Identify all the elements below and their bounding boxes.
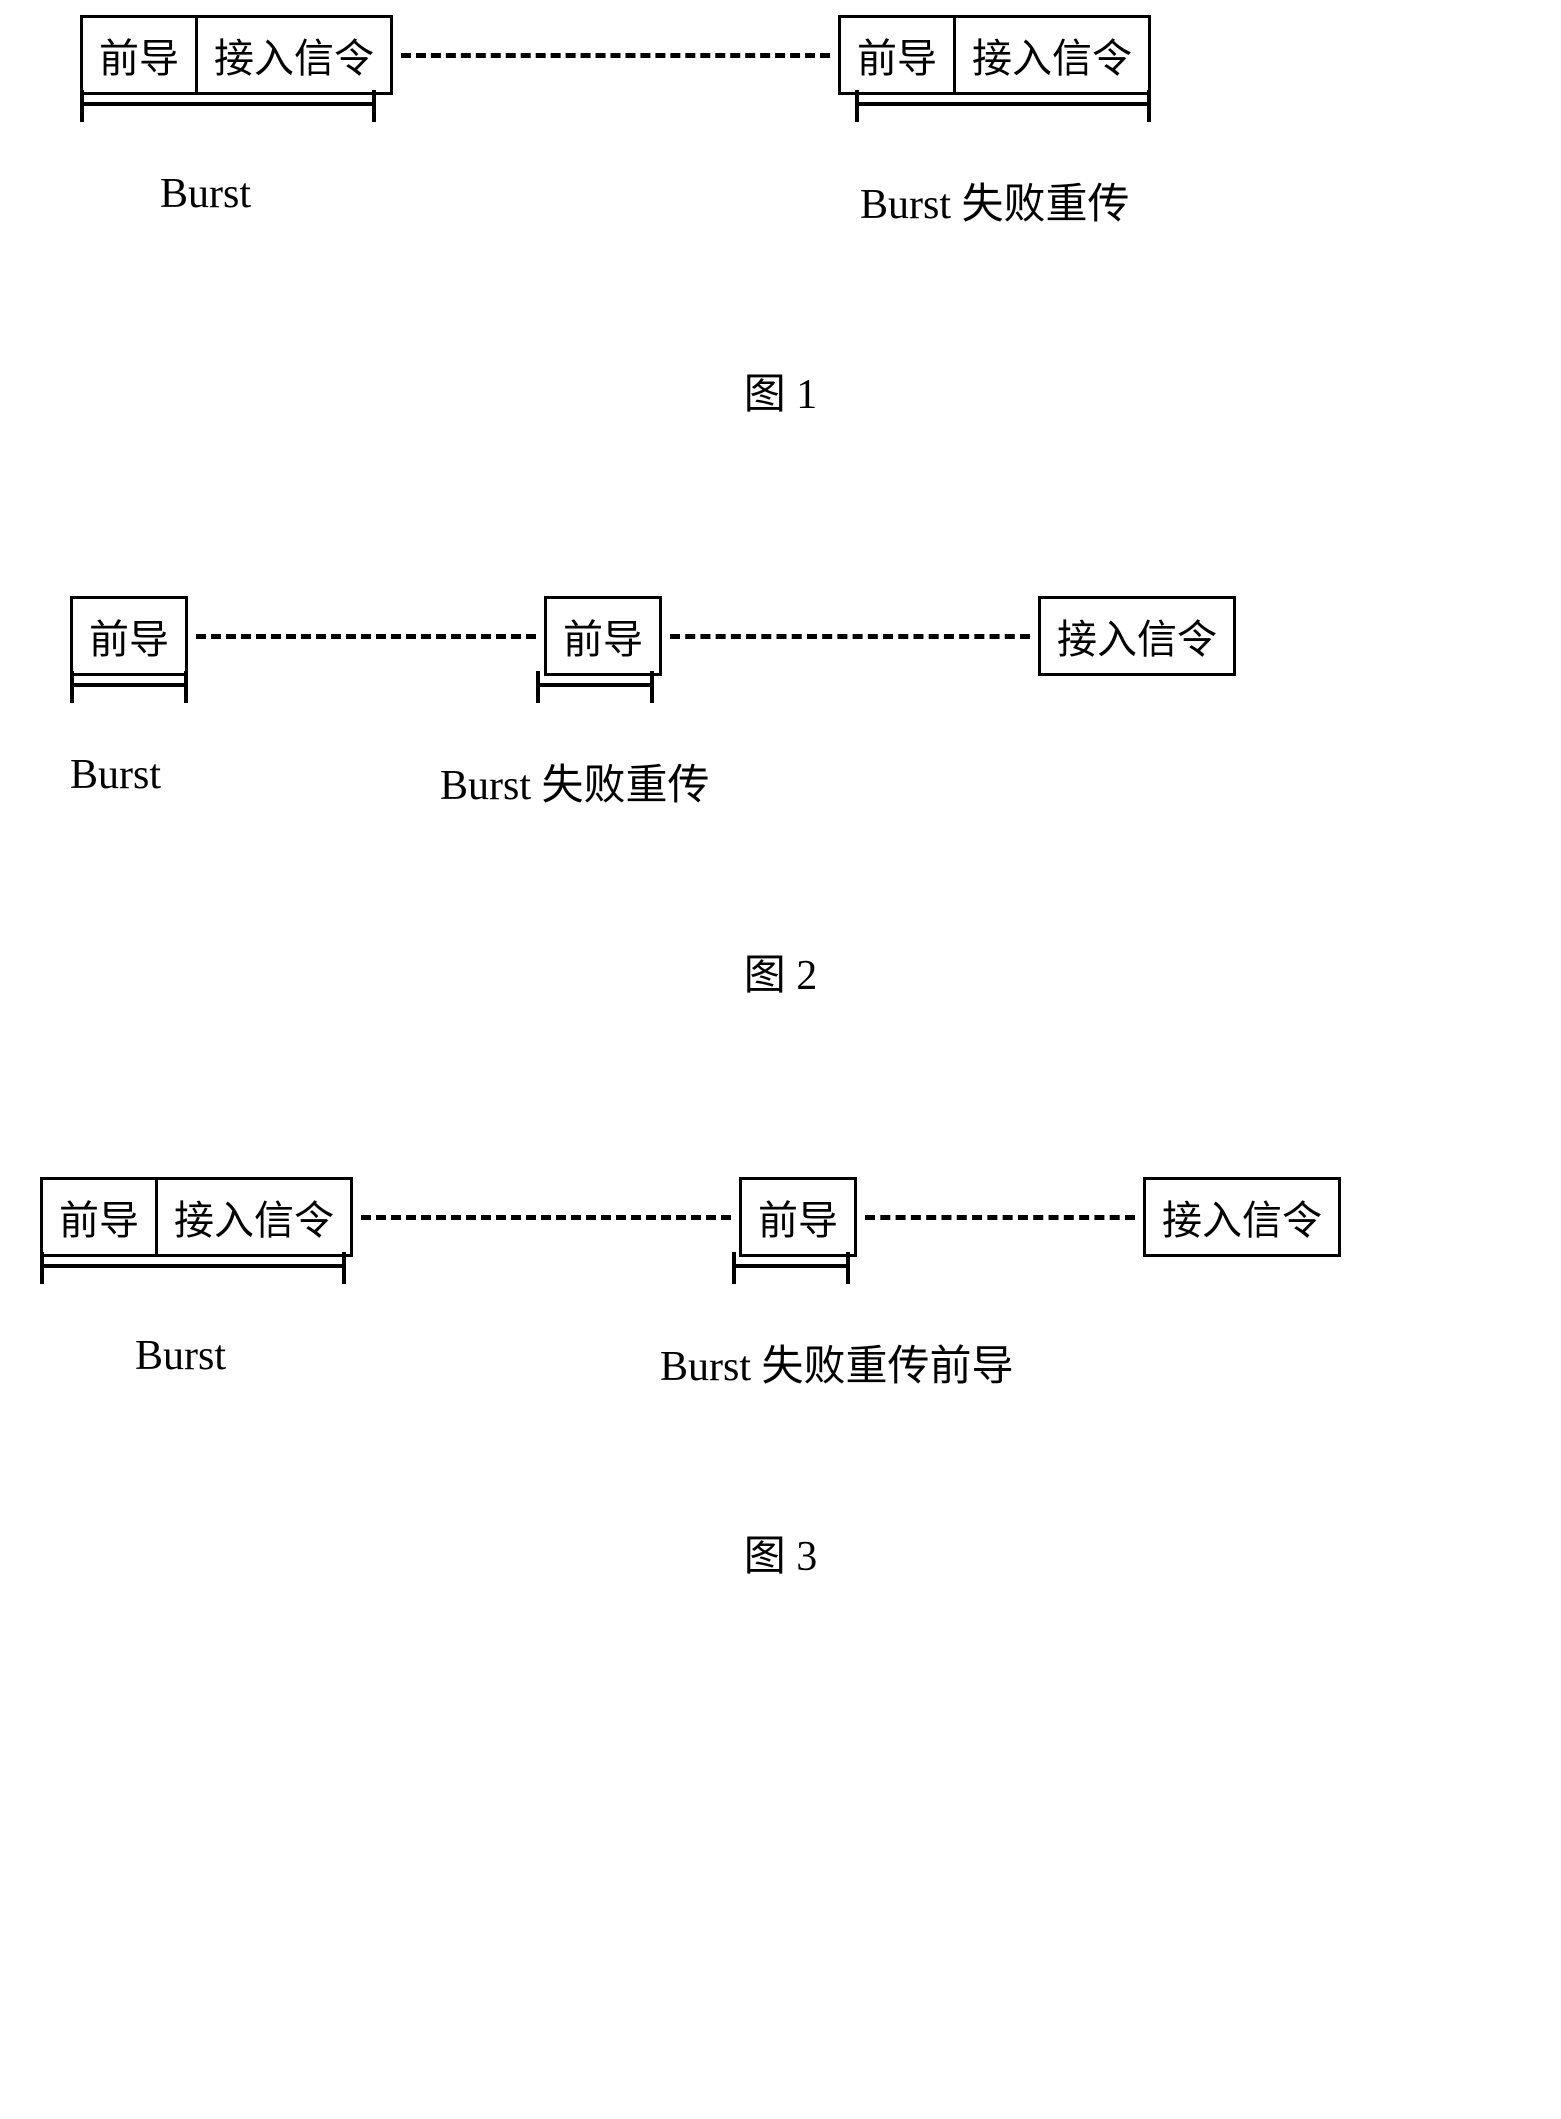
fig3-bracket1 xyxy=(40,1264,346,1294)
fig3-burst1-group: 前导 接入信令 xyxy=(40,1177,353,1257)
fig2-box2: 前导 xyxy=(544,596,662,676)
fig3-label1: Burst xyxy=(135,1332,226,1380)
fig1-burst1-box1: 前导 xyxy=(80,15,198,95)
fig1-label1: Burst xyxy=(160,170,251,218)
fig2-bracket1 xyxy=(70,683,188,713)
fig2-row: 前导 前导 接入信令 xyxy=(40,601,1521,671)
fig2-label-row: Burst Burst 失败重传 xyxy=(40,751,1521,801)
figure-1: 前导 接入信令 前导 接入信令 Burst Burst 失败重传 图 1 xyxy=(40,20,1521,421)
fig2-dash2 xyxy=(670,634,1030,639)
fig1-label2: Burst 失败重传 xyxy=(860,170,1130,231)
fig3-dash1 xyxy=(361,1215,731,1220)
figure-3: 前导 接入信令 前导 接入信令 Burst Burst 失败重传前导 图 3 xyxy=(40,1182,1521,1583)
fig1-burst1-box2: 接入信令 xyxy=(198,15,393,95)
fig3-caption: 图 3 xyxy=(40,1522,1521,1583)
fig3-bracket-row xyxy=(40,1264,1521,1314)
fig3-box2: 前导 xyxy=(739,1177,857,1257)
fig3-label-row: Burst Burst 失败重传前导 xyxy=(40,1332,1521,1382)
fig3-dash2 xyxy=(865,1215,1135,1220)
fig3-bracket2 xyxy=(732,1264,850,1294)
fig1-bracket-row xyxy=(40,102,1521,152)
fig2-bracket2 xyxy=(536,683,654,713)
fig1-burst2-box1: 前导 xyxy=(838,15,956,95)
fig1-dash xyxy=(401,53,830,58)
fig2-box1: 前导 xyxy=(70,596,188,676)
fig1-label-row: Burst Burst 失败重传 xyxy=(40,170,1521,220)
fig2-label2: Burst 失败重传 xyxy=(440,751,710,812)
fig1-bracket2 xyxy=(855,102,1151,132)
fig3-label2: Burst 失败重传前导 xyxy=(660,1332,1014,1393)
fig2-caption: 图 2 xyxy=(40,941,1521,1002)
fig2-label1: Burst xyxy=(70,751,161,799)
fig1-burst2-box2: 接入信令 xyxy=(956,15,1151,95)
fig2-box3: 接入信令 xyxy=(1038,596,1236,676)
fig1-caption: 图 1 xyxy=(40,360,1521,421)
fig1-row: 前导 接入信令 前导 接入信令 xyxy=(40,20,1521,90)
fig3-box3: 接入信令 xyxy=(1143,1177,1341,1257)
fig3-burst1-box1: 前导 xyxy=(40,1177,158,1257)
fig1-bracket1 xyxy=(80,102,376,132)
figure-2: 前导 前导 接入信令 Burst Burst 失败重传 图 2 xyxy=(40,601,1521,1002)
fig2-dash1 xyxy=(196,634,536,639)
fig1-burst1-group: 前导 接入信令 xyxy=(80,15,393,95)
fig3-burst1-box2: 接入信令 xyxy=(158,1177,353,1257)
fig2-bracket-row xyxy=(40,683,1521,733)
fig3-row: 前导 接入信令 前导 接入信令 xyxy=(40,1182,1521,1252)
fig1-burst2-group: 前导 接入信令 xyxy=(838,15,1151,95)
